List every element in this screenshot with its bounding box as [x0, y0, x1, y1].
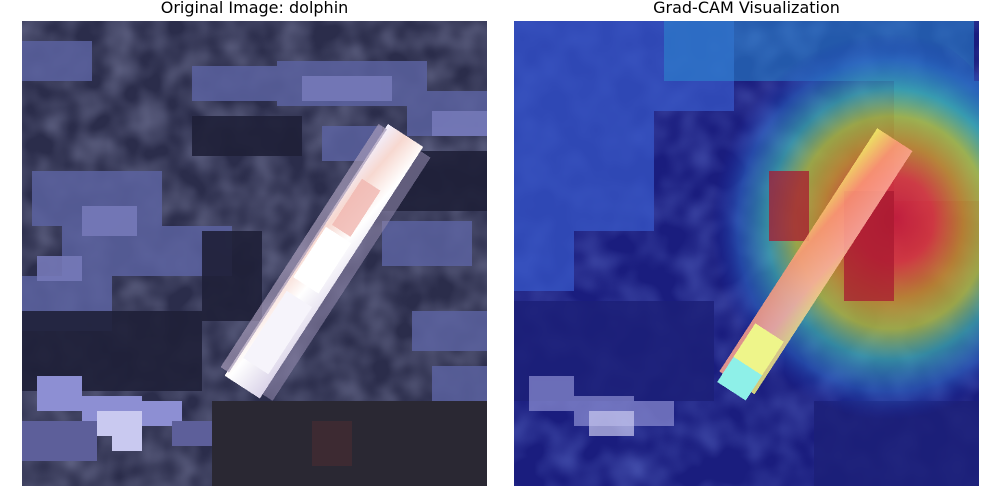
- gradcam-heatmap: [514, 21, 979, 486]
- original-image-panel: Original Image: dolphin: [22, 0, 487, 500]
- original-image: [22, 21, 487, 486]
- gradcam-title: Grad-CAM Visualization: [653, 0, 840, 17]
- original-image-title: Original Image: dolphin: [160, 0, 349, 17]
- gradcam-panel: Grad-CAM Visualization: [514, 0, 979, 500]
